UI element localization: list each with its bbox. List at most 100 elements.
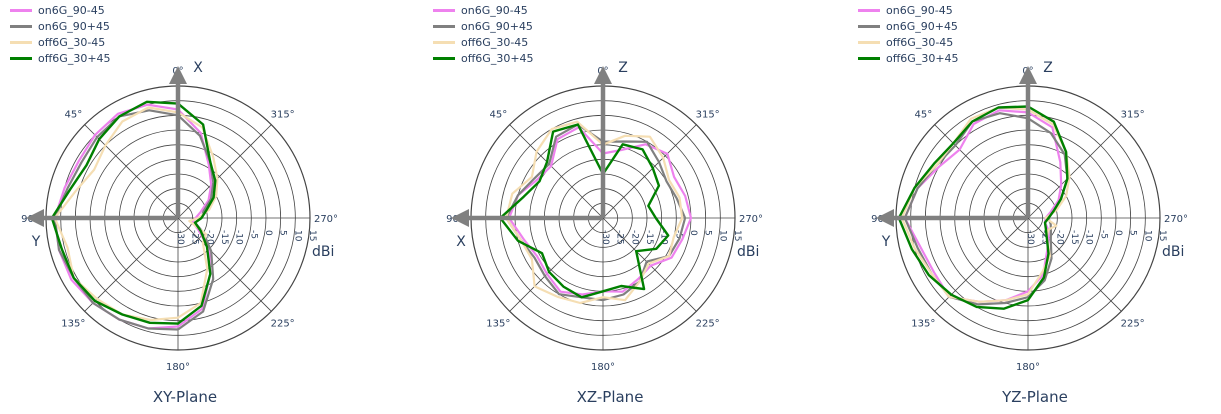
grid-spoke [177, 217, 272, 312]
legend-swatch [433, 8, 455, 12]
radial-tick-label: 5 [1128, 230, 1138, 236]
angular-tick-label: 315° [696, 109, 720, 120]
legend-label: off6G_30-45 [886, 35, 954, 49]
chart-panel-xz: 0°45°90°135°180°225°270°315°-30-25-20-15… [425, 0, 795, 414]
axis-arrow-head [451, 209, 469, 227]
radial-tick-label: -10 [1084, 230, 1094, 245]
legend-swatch [10, 8, 32, 12]
legend-label: on6G_90-45 [886, 3, 953, 17]
legend-label: off6G_30+45 [38, 51, 111, 65]
legend-swatch [10, 24, 32, 28]
radial-tick-label: 15 [1157, 230, 1167, 241]
radial-tick-label: -30 [1025, 230, 1035, 245]
radial-tick-label: 10 [717, 230, 727, 242]
axis-arrow-label: X [193, 60, 203, 76]
angular-tick-label: 270° [1164, 214, 1188, 225]
radial-tick-label: -25 [1040, 230, 1050, 245]
radial-unit-label: dBi [737, 244, 759, 260]
polar-chart-xz: 0°45°90°135°180°225°270°315°-30-25-20-15… [446, 60, 763, 373]
legend-item[interactable]: off6G_30-45 [858, 34, 959, 50]
grid-spoke [509, 124, 604, 219]
series-line-on6G-90-45 [903, 109, 1063, 303]
angular-tick-label: 135° [911, 319, 935, 330]
series-line-off6G-30-45 [53, 106, 219, 322]
legend-swatch [858, 40, 880, 44]
legend-item[interactable]: off6G_30+45 [433, 50, 534, 66]
series-line-off6G-30-45 [897, 105, 1069, 310]
angular-tick-label: 45° [914, 109, 932, 120]
radial-tick-label: 10 [1142, 230, 1152, 242]
angular-tick-label: 180° [1016, 362, 1040, 373]
chart-title: YZ-Plane [1002, 388, 1068, 406]
axis-arrow-head [876, 209, 894, 227]
series-line-off6G-30-45 [499, 123, 670, 299]
radial-tick-label: -5 [1098, 230, 1108, 239]
angular-tick-label: 270° [314, 214, 338, 225]
polar-chart-xy: 0°45°90°135°180°225°270°315°-30-25-20-15… [21, 60, 338, 373]
angular-tick-label: 180° [166, 362, 190, 373]
chart-panel-yz: 0°45°90°135°180°225°270°315°-30-25-20-15… [850, 0, 1220, 414]
legend-item[interactable]: on6G_90-45 [433, 2, 534, 18]
legend-label: on6G_90-45 [461, 3, 528, 17]
angular-tick-label: 315° [271, 109, 295, 120]
radial-tick-label: 10 [292, 230, 302, 242]
radial-tick-label: 15 [307, 230, 317, 241]
legend-item[interactable]: off6G_30-45 [433, 34, 534, 50]
radial-tick-label: -25 [190, 230, 200, 245]
grid-spoke [509, 217, 604, 312]
radial-tick-label: -30 [175, 230, 185, 245]
radial-tick-label: -15 [644, 230, 654, 245]
legend-item[interactable]: off6G_30+45 [10, 50, 111, 66]
angular-tick-label: 315° [1121, 109, 1145, 120]
legend-item[interactable]: on6G_90+45 [858, 18, 959, 34]
legend-label: on6G_90+45 [886, 19, 958, 33]
polar-chart-yz: 0°45°90°135°180°225°270°315°-30-25-20-15… [871, 60, 1188, 373]
radial-tick-label: -25 [615, 230, 625, 245]
angular-tick-label: 45° [64, 109, 82, 120]
legend-label: off6G_30-45 [461, 35, 529, 49]
legend-item[interactable]: on6G_90+45 [433, 18, 534, 34]
legend-label: on6G_90+45 [38, 19, 110, 33]
grid-spoke [84, 124, 179, 219]
grid-spoke [1027, 124, 1122, 219]
legend: on6G_90-45 on6G_90+45 off6G_30-45 off6G_… [10, 2, 111, 66]
radial-tick-label: -20 [1054, 230, 1064, 245]
radial-tick-label: 5 [703, 230, 713, 236]
radial-tick-label: 5 [278, 230, 288, 236]
legend-swatch [433, 24, 455, 28]
grid-spoke [177, 124, 272, 219]
grid-spoke [602, 217, 697, 312]
axis-arrow-head [594, 66, 612, 84]
legend-item[interactable]: off6G_30-45 [10, 34, 111, 50]
series-line-on6G-90-45 [53, 103, 213, 330]
legend-item[interactable]: off6G_30+45 [858, 50, 959, 66]
angular-tick-label: 180° [591, 362, 615, 373]
axis-arrow-head [1019, 66, 1037, 84]
series-line-on6G-90-45 [505, 123, 687, 302]
radial-tick-label: -30 [600, 230, 610, 245]
legend-label: off6G_30+45 [461, 51, 534, 65]
legend-swatch [858, 8, 880, 12]
legend-item[interactable]: on6G_90-45 [10, 2, 111, 18]
axis-arrow-label: Z [618, 60, 628, 76]
series-line-on6G-90-45 [53, 109, 215, 331]
legend-swatch [858, 24, 880, 28]
chart-panel-xy: 0°45°90°135°180°225°270°315°-30-25-20-15… [0, 0, 370, 414]
axis-arrow-label: Y [31, 234, 41, 250]
radial-tick-label: 0 [263, 230, 273, 236]
angular-tick-label: 225° [696, 319, 720, 330]
axis-arrow-label: Y [881, 234, 891, 250]
legend-label: on6G_90+45 [461, 19, 533, 33]
legend-swatch [433, 56, 455, 60]
angular-tick-label: 135° [61, 319, 85, 330]
axis-arrow-label: X [456, 234, 466, 250]
radial-tick-label: 15 [732, 230, 742, 241]
series-line-off6G-30-45 [505, 120, 684, 305]
legend-item[interactable]: on6G_90+45 [10, 18, 111, 34]
angular-tick-label: 225° [1121, 319, 1145, 330]
radial-tick-label: -15 [1069, 230, 1079, 245]
legend-item[interactable]: on6G_90-45 [858, 2, 959, 18]
radial-unit-label: dBi [1162, 244, 1184, 260]
grid-spoke [602, 124, 697, 219]
legend-label: off6G_30+45 [886, 51, 959, 65]
